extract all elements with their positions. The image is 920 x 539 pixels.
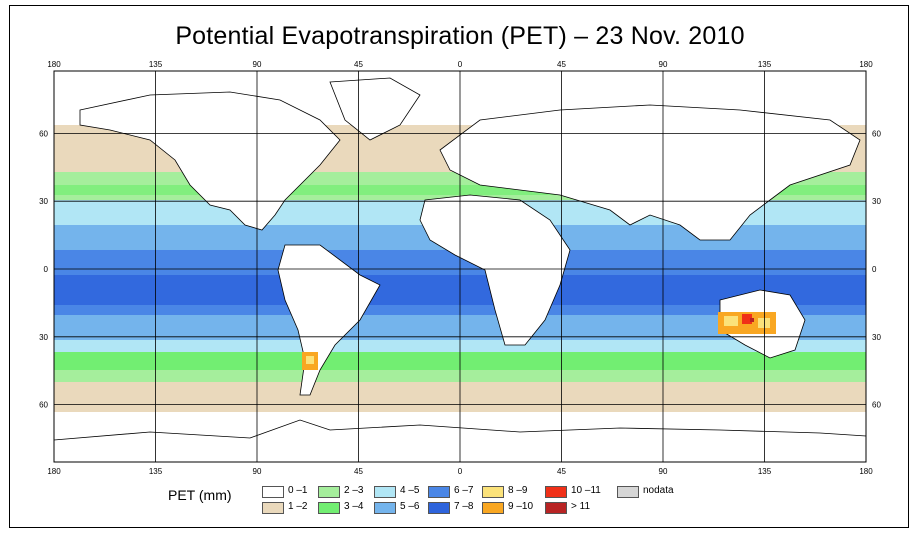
- legend-swatch: [482, 502, 504, 514]
- legend-swatch: [318, 502, 340, 514]
- legend-swatch: [374, 486, 396, 498]
- lat-tick-right: 30: [872, 333, 881, 342]
- legend-swatch: [428, 502, 450, 514]
- lat-tick-right: 0: [872, 265, 877, 274]
- legend-swatch: [428, 486, 450, 498]
- legend-label: 5 –6: [400, 501, 420, 512]
- lon-tick-bottom: 135: [758, 467, 772, 476]
- legend-label: > 11: [571, 501, 590, 512]
- lon-tick-bottom: 45: [557, 467, 566, 476]
- legend-label: 8 –9: [508, 485, 528, 496]
- legend-label: 3 –4: [344, 501, 364, 512]
- legend-label: 2 –3: [344, 485, 364, 496]
- graticule: [54, 71, 866, 462]
- lon-tick-top: 135: [758, 60, 772, 69]
- lat-tick-left: 60: [39, 401, 48, 410]
- lon-tick-bottom: 90: [659, 467, 668, 476]
- lon-tick-bottom: 90: [253, 467, 262, 476]
- map-title: Potential Evapotranspiration (PET) – 23 …: [175, 22, 745, 50]
- lon-tick-top: 180: [859, 60, 873, 69]
- lat-tick-left: 30: [39, 333, 48, 342]
- legend-label: 1 –2: [288, 501, 308, 512]
- legend-label: 10 –11: [571, 485, 601, 496]
- legend-swatch: [374, 502, 396, 514]
- tick-labels: 180 180 135 135 90 90 45 45 0 0 45 45 90 90 135 135 180 1…: [39, 60, 881, 476]
- lon-tick-bottom: 0: [458, 467, 463, 476]
- legend-label: 6 –7: [454, 485, 474, 496]
- figure-frame: [9, 5, 909, 528]
- lon-tick-top: 45: [557, 60, 566, 69]
- lat-tick-right: 60: [872, 401, 881, 410]
- legend-title: PET (mm): [168, 487, 232, 503]
- lat-tick-left: 60: [39, 129, 48, 138]
- lon-tick-top: 0: [458, 60, 463, 69]
- legend-swatch: [262, 486, 284, 498]
- lon-tick-bottom: 45: [354, 467, 363, 476]
- lat-tick-right: 30: [872, 197, 881, 206]
- legend-swatch: [262, 502, 284, 514]
- legend-swatch: [545, 486, 567, 498]
- lat-tick-right: 60: [872, 129, 881, 138]
- lon-tick-bottom: 135: [149, 467, 163, 476]
- legend-swatch: [318, 486, 340, 498]
- legend-swatch: [482, 486, 504, 498]
- lat-tick-left: 0: [44, 265, 49, 274]
- lon-tick-top: 180: [47, 60, 61, 69]
- lon-tick-top: 135: [149, 60, 163, 69]
- legend-label: 9 –10: [508, 501, 534, 512]
- legend-swatch: [617, 486, 639, 498]
- lon-tick-top: 45: [354, 60, 363, 69]
- legend-swatch: [545, 502, 567, 514]
- legend-label: 4 –5: [400, 485, 420, 496]
- lon-tick-top: 90: [659, 60, 668, 69]
- legend-label: 7 –8: [454, 501, 474, 512]
- lat-tick-left: 30: [39, 197, 48, 206]
- lon-tick-bottom: 180: [47, 467, 61, 476]
- legend-label: 0 –1: [288, 485, 308, 496]
- legend-label: nodata: [643, 485, 674, 496]
- lon-tick-bottom: 180: [859, 467, 873, 476]
- lon-tick-top: 90: [253, 60, 262, 69]
